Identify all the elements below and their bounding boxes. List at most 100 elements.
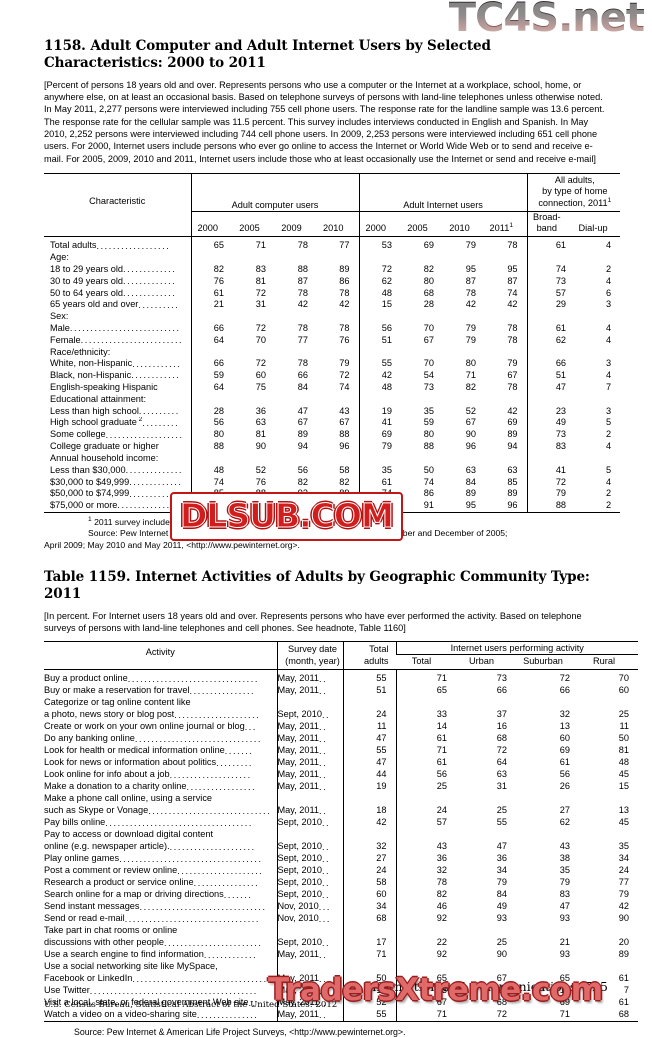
cell-empty [395,961,456,974]
cell-total-adults: 24 [342,865,396,878]
cell-value: 62 [559,817,570,828]
cell-value: 79 [618,889,630,900]
cell-survey-date: May, 2011 .. [276,721,343,734]
table-row-continuation: Pay to access or download digital conten… [44,829,638,842]
leader-dots: .. [321,865,331,876]
cell-value: 35 [618,841,630,852]
row-label: Watch a video on a video-sharing site...… [44,1009,277,1023]
row-label: 30 to 49 years old............. [44,276,191,288]
leader-dots: .. [319,949,328,960]
row-label-text: Buy a product online [44,673,128,684]
leader-dots: .................... [169,769,252,780]
cell-value: 93 [297,488,308,499]
row-label: Female......................... [44,335,191,347]
cell-value: 13 [618,805,630,816]
row-label-text: Facebook or LinkedIn [44,973,133,984]
cell-value: 89 [618,949,630,960]
cell-empty [526,393,576,406]
survey-date-text: May, 2011 [277,781,320,792]
leader-dots: ... [318,913,332,924]
cell-value: 37 [496,709,507,720]
cell-value: 66 [297,370,308,381]
table-row: such as Skype or Vonage.................… [44,805,638,818]
leader-dots: ....... [224,745,254,756]
row-label-text: Post a comment or review online [44,865,178,876]
cell-value: 22 [395,937,456,950]
row-label: Create or work on your own online journa… [44,721,277,733]
footnote-1-text: 2011 survey includes interviews conducte… [94,516,350,527]
leader-dots: ............. [129,488,183,499]
header-dialup: Dial-up [578,223,608,234]
row-label: Play online games.......................… [44,853,277,865]
cell-empty [317,394,359,406]
cell-value: 46 [395,901,456,914]
cell-value: 61 [526,236,576,253]
cell-empty [276,793,343,806]
cell-value: 48 [618,757,630,768]
leader-dots: .. [319,721,328,732]
row-label-text: Watch a video on a video-sharing site [44,1009,197,1020]
cell-value: 79 [496,877,507,888]
cell-empty [395,697,456,710]
group-label: Annual household income: [50,452,159,463]
cell-total-adults: 71 [342,949,396,962]
leader-dots: .................. [96,240,171,251]
cell-value: 47 [559,901,570,912]
cell-total-adults: 44 [342,769,396,782]
cell-value: 4 [575,236,621,253]
cell-value: 78 [507,334,518,345]
cell-value: 67 [496,973,507,984]
leader-dots: ................ [189,685,256,696]
table-1159-body: Buy a product online....................… [44,669,639,1023]
cell-empty [456,697,516,709]
row-label-text: online (e.g. newspaper article). [44,841,170,852]
leader-dots: ............. [129,476,183,487]
survey-date-text: May, 2011 [277,685,320,696]
leader-dots: ........................... [69,323,181,334]
header-cu-2000: 2000 [197,223,218,234]
cell-value: 82 [465,382,476,392]
cell-value: 71 [233,236,275,253]
leader-dots: .............. [125,464,184,475]
cell-value: 82 [339,476,350,487]
cell-value: 61 [395,733,456,746]
row-label: Pay bills online........................… [44,817,277,829]
cell-value: 77 [317,236,359,253]
leader-dots: ................ [193,877,260,888]
page-footer-section: Information and Communications 725 [363,979,608,994]
page-footer-citation: U.S. Census Bureau, Statistical Abstract… [44,1000,338,1010]
table-row: a photo, news story or blog post........… [44,709,638,722]
cell-survey-date: May, 2011 .. [276,669,343,686]
survey-date-text: May, 2011 [277,769,320,780]
cell-value: 74 [358,488,401,501]
cell-value: 83 [255,263,266,274]
row-label: Search online for a map or driving direc… [44,889,277,901]
cell-value: 78 [465,287,476,298]
survey-date-text: May, 2011 [277,745,320,756]
cell-value: 25 [395,781,456,794]
cell-value: 88 [423,441,434,452]
cell-value: 72 [255,358,266,369]
cell-value: 66 [526,358,576,371]
row-label: Use a search engine to find information.… [44,949,277,961]
cell-total-adults: 52 [342,997,396,1010]
row-label-text: Black, non-Hispanic [50,370,132,381]
cell-value: 62 [526,334,576,347]
cell-value: 72 [339,370,350,381]
cell-empty [190,346,233,359]
cell-value: 93 [559,949,570,960]
cell-value: 27 [559,805,570,816]
row-label: Send instant messages...................… [44,901,277,913]
cell-value: 42 [358,370,401,382]
row-label-text: $30,000 to $49,999 [50,476,130,487]
cell-value: 71 [395,745,456,758]
leader-dots: .. [319,745,328,756]
cell-value: 31 [255,299,266,310]
cell-value: 80 [190,429,233,442]
cell-empty [395,793,456,806]
table-1158: Characteristic Adult computer users Adul… [44,173,621,513]
row-label-text: Send or read e-mail [44,913,125,924]
leader-dots: .. [321,853,331,864]
survey-date-text: Sept, 2010 [277,841,322,852]
survey-date-text: May, 2011 [277,757,320,768]
